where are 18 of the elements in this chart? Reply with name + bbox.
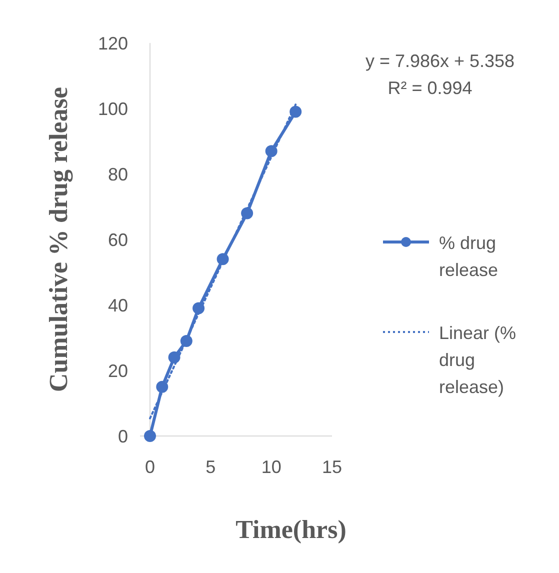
x-tick-label: 15 [322, 457, 342, 477]
text: y = 7.986x + 5.358 [365, 51, 515, 71]
y-tick-label: 40 [108, 295, 128, 316]
x-tick-label: 5 [206, 457, 216, 477]
x-tick-label: 10 [261, 457, 282, 477]
y-tick-label: 120 [98, 33, 128, 54]
point [144, 430, 156, 442]
y-tick-label: 100 [98, 98, 128, 119]
legend-label: Linear (% drug release) [439, 323, 516, 397]
y-tick-label: 20 [108, 360, 128, 381]
x-axis-title: Time(hrs) [236, 515, 346, 544]
legend-label: % drug release [439, 233, 498, 280]
y-axis-title: Cumulative % drug release [44, 87, 73, 392]
x-tick-label: 0 [144, 457, 156, 477]
y-tick-label: 80 [108, 164, 128, 184]
y-tick-label: 0 [118, 426, 128, 446]
text: R² = 0.994 [388, 78, 472, 98]
y-tick-label: 60 [108, 230, 128, 250]
